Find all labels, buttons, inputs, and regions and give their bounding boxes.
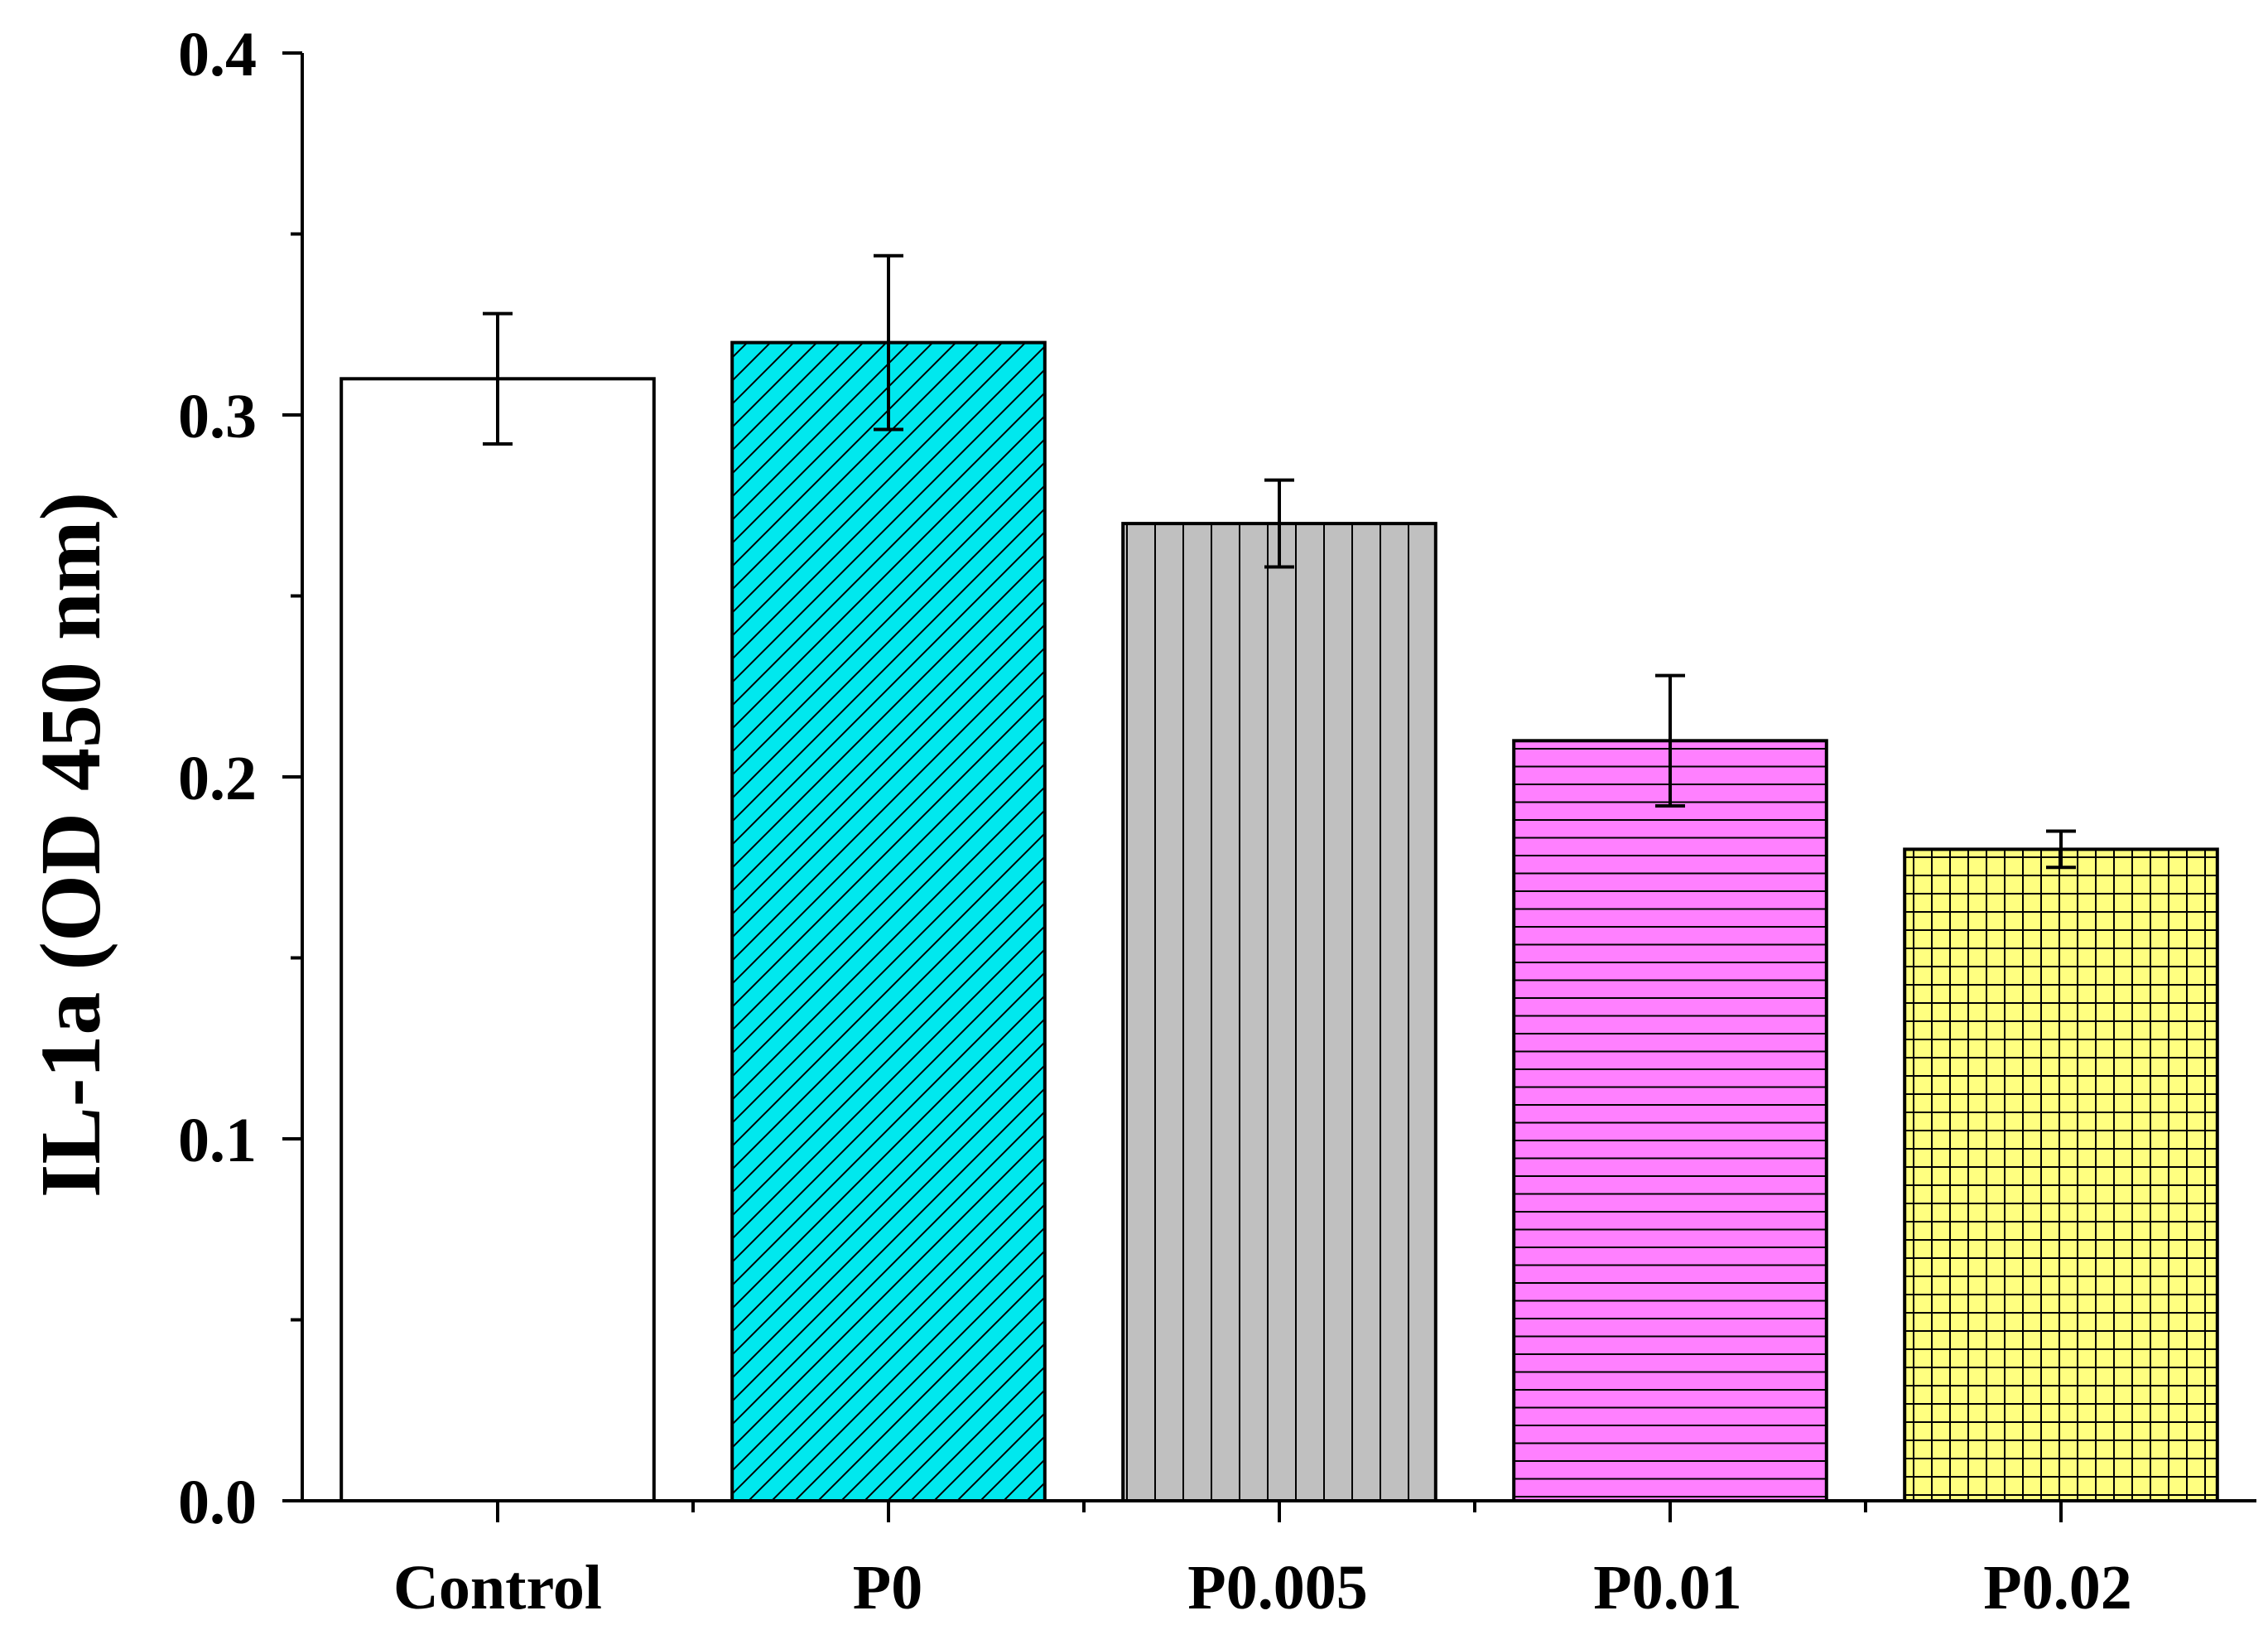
bar-pattern-p0 [732,342,1045,1502]
error-bar-p0-005 [1264,478,1294,569]
bar-control [341,379,654,1501]
y-tick-label-0: 0.0 [178,1468,257,1537]
error-bar-p0-02 [2046,829,2076,870]
x-category-label-p0: P0 [853,1553,922,1623]
x-category-label-p0-02: P0.02 [1983,1553,2131,1623]
bar-pattern-p0-02 [1904,849,2217,1501]
error-bar-p0 [874,253,903,432]
y-ticks [282,51,302,1502]
bar-pattern-p0-01 [1514,740,1827,1501]
error-bar-p0-01 [1655,673,1685,808]
x-ticks [496,1501,2063,1522]
y-tick-label-4: 0.4 [178,20,257,89]
error-bars-layer [483,253,2076,870]
x-category-label-control: Control [393,1553,602,1623]
y-tick-label-1: 0.1 [178,1106,257,1175]
y-tick-label-3: 0.3 [178,382,257,451]
x-category-label-p0-005: P0.005 [1187,1553,1367,1623]
y-axis-title: IL-1a (OD 450 nm) [23,492,118,1198]
error-bar-control [483,311,513,446]
y-tick-label-2: 0.2 [178,744,257,813]
bar-pattern-p0-005 [1123,523,1436,1501]
bars-layer [339,340,2219,1503]
x-category-label-p0-01: P0.01 [1593,1553,1741,1623]
